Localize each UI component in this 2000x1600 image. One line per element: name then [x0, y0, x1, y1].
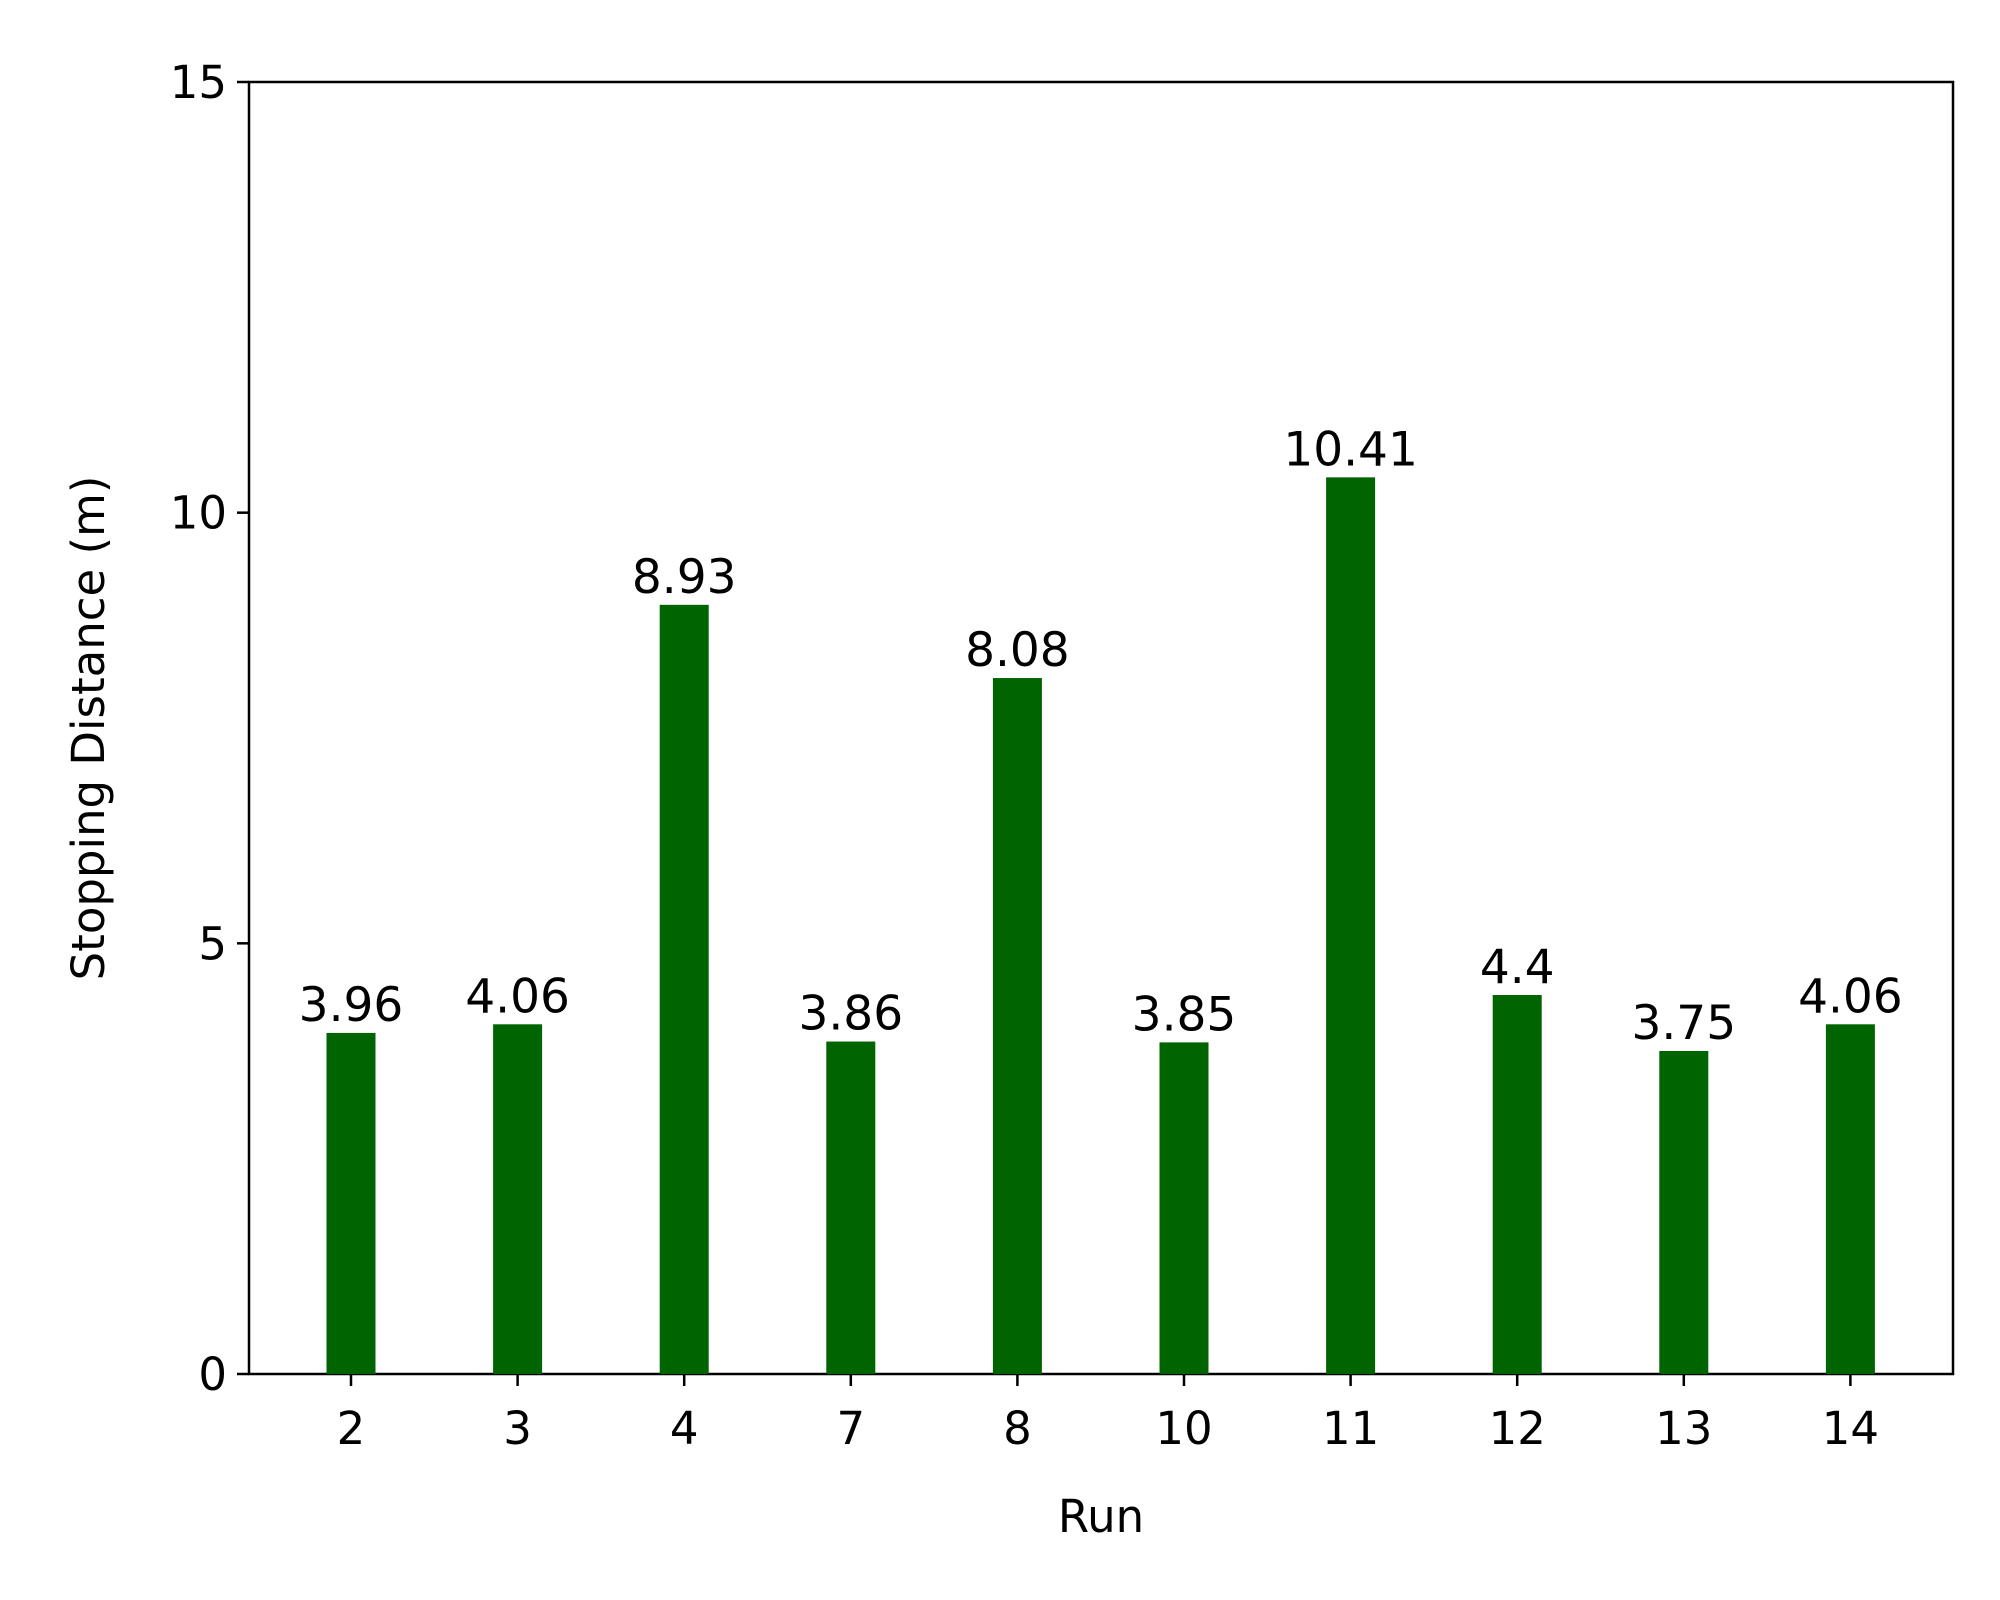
x-axis-title: Run — [1058, 1490, 1144, 1543]
x-tick-label: 13 — [1655, 1402, 1712, 1455]
x-axis: 2 3 4 7 8 10 11 12 13 14 — [337, 1374, 1879, 1455]
bar-value-label: 3.96 — [299, 978, 404, 1033]
x-tick-label: 10 — [1155, 1402, 1212, 1455]
x-tick-label: 14 — [1822, 1402, 1879, 1455]
bar-value-label: 8.93 — [632, 550, 737, 605]
x-tick-label: 7 — [836, 1402, 865, 1455]
y-tick-label: 15 — [170, 56, 227, 109]
x-tick-label: 12 — [1489, 1402, 1546, 1455]
x-tick-label: 4 — [670, 1402, 699, 1455]
x-tick-label: 11 — [1322, 1402, 1379, 1455]
bar-run-13 — [1659, 1051, 1709, 1374]
bar-run-4 — [659, 604, 709, 1374]
bar-value-label: 3.86 — [798, 987, 903, 1042]
y-tick-label: 0 — [198, 1348, 227, 1401]
x-tick-label: 8 — [1003, 1402, 1032, 1455]
bar-value-label: 8.08 — [965, 623, 1070, 678]
plot-area — [247, 80, 1955, 1376]
bar-run-8 — [992, 678, 1042, 1374]
plot-frame — [247, 80, 1955, 1376]
bar-value-label: 4.06 — [465, 969, 570, 1024]
bar-run-3 — [493, 1024, 543, 1374]
bar-value-label: 4.06 — [1798, 969, 1903, 1024]
bar-run-2 — [326, 1032, 376, 1374]
x-tick-label: 2 — [337, 1402, 366, 1455]
bar-value-label: 3.75 — [1631, 996, 1736, 1051]
bar-value-label: 10.41 — [1283, 422, 1418, 477]
bars-layer — [326, 477, 1875, 1375]
bar-run-14 — [1825, 1024, 1875, 1374]
bar-value-label: 3.85 — [1132, 987, 1237, 1042]
x-tick-label: 3 — [503, 1402, 532, 1455]
bar-run-11 — [1326, 477, 1376, 1375]
bar-value-label: 4.4 — [1480, 940, 1555, 995]
bar-run-10 — [1159, 1042, 1209, 1374]
bar-run-12 — [1492, 995, 1542, 1374]
y-axis: 0 5 10 15 — [170, 56, 249, 1401]
bar-run-7 — [826, 1041, 876, 1374]
y-axis-title: Stopping Distance (m) — [62, 476, 115, 981]
bar-labels-layer: 3.96 4.06 8.93 3.86 8.08 3.85 10.41 4.4 3.75 4.06 — [299, 422, 1903, 1051]
y-tick-label: 5 — [198, 917, 227, 970]
y-tick-label: 10 — [170, 487, 227, 540]
